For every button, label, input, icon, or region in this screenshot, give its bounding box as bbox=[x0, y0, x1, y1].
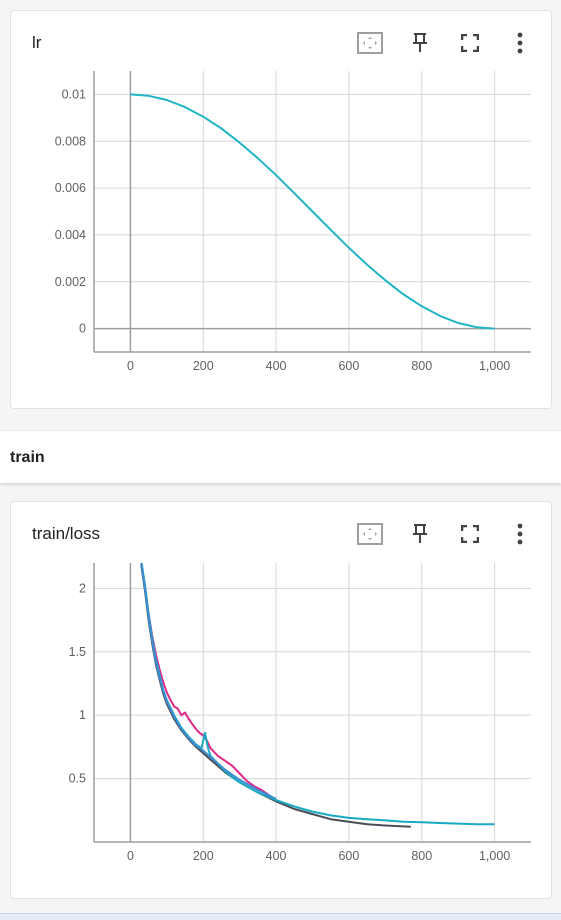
y-tick-label: 0.01 bbox=[62, 87, 86, 101]
fit-domain-button[interactable] bbox=[357, 30, 383, 56]
run-group-header[interactable]: train bbox=[0, 430, 561, 483]
series-line[interactable] bbox=[140, 563, 277, 801]
series-line[interactable] bbox=[140, 561, 495, 826]
chart-toolbar bbox=[357, 521, 533, 547]
pin-button[interactable] bbox=[407, 521, 433, 547]
bottom-panel-edge bbox=[0, 913, 561, 920]
section-title: train bbox=[10, 449, 45, 466]
pin-icon bbox=[413, 524, 427, 543]
fullscreen-button[interactable] bbox=[457, 30, 483, 56]
series-line[interactable] bbox=[140, 563, 277, 800]
x-tick-label: 200 bbox=[193, 849, 214, 863]
x-tick-label: 1,000 bbox=[479, 849, 510, 863]
fullscreen-icon bbox=[461, 34, 479, 52]
more-options-button[interactable] bbox=[507, 30, 533, 56]
y-tick-label: 0.5 bbox=[69, 772, 86, 786]
x-tick-label: 600 bbox=[338, 359, 359, 373]
y-tick-label: 0.004 bbox=[55, 228, 86, 242]
y-tick-label: 0.002 bbox=[55, 275, 86, 289]
y-tick-label: 1.5 bbox=[69, 645, 86, 659]
loss-chart-card: train/loss 0.5 1 1.5 2 0 200 400 600 800 1 bbox=[10, 501, 552, 899]
x-tick-label: 1,000 bbox=[479, 359, 510, 373]
lr-chart-plot[interactable]: 0 0.002 0.004 0.006 0.008 0.01 0 200 400 600 800 1,… bbox=[11, 11, 551, 408]
x-tick-label: 400 bbox=[266, 359, 287, 373]
more-options-button[interactable] bbox=[507, 521, 533, 547]
y-tick-label: 2 bbox=[79, 581, 86, 595]
more-vert-icon bbox=[517, 32, 523, 54]
chart-title: lr bbox=[32, 33, 42, 52]
series-line[interactable] bbox=[130, 93, 495, 330]
y-tick-label: 1 bbox=[79, 708, 86, 722]
pin-icon bbox=[413, 33, 427, 52]
more-vert-icon bbox=[517, 523, 523, 545]
fullscreen-icon bbox=[461, 525, 479, 543]
y-tick-label: 0.008 bbox=[55, 134, 86, 148]
fit-domain-button[interactable] bbox=[357, 521, 383, 547]
chart-toolbar bbox=[357, 30, 533, 56]
x-tick-label: 600 bbox=[338, 849, 359, 863]
fit-domain-icon bbox=[357, 523, 383, 545]
y-tick-label: 0.006 bbox=[55, 181, 86, 195]
x-tick-label: 400 bbox=[266, 849, 287, 863]
loss-chart-plot[interactable]: 0.5 1 1.5 2 0 200 400 600 800 1,000 bbox=[11, 502, 551, 898]
pin-button[interactable] bbox=[407, 30, 433, 56]
fullscreen-button[interactable] bbox=[457, 521, 483, 547]
x-tick-label: 800 bbox=[411, 849, 432, 863]
x-tick-label: 200 bbox=[193, 359, 214, 373]
x-tick-label: 0 bbox=[127, 849, 134, 863]
y-tick-label: 0 bbox=[79, 322, 86, 336]
chart-title: train/loss bbox=[32, 524, 101, 543]
lr-chart-card: lr 0 0.002 0.004 0.006 0.008 0.01 0 200 4 bbox=[10, 10, 552, 409]
x-tick-label: 800 bbox=[411, 359, 432, 373]
fit-domain-icon bbox=[357, 32, 383, 54]
x-tick-label: 0 bbox=[127, 359, 134, 373]
